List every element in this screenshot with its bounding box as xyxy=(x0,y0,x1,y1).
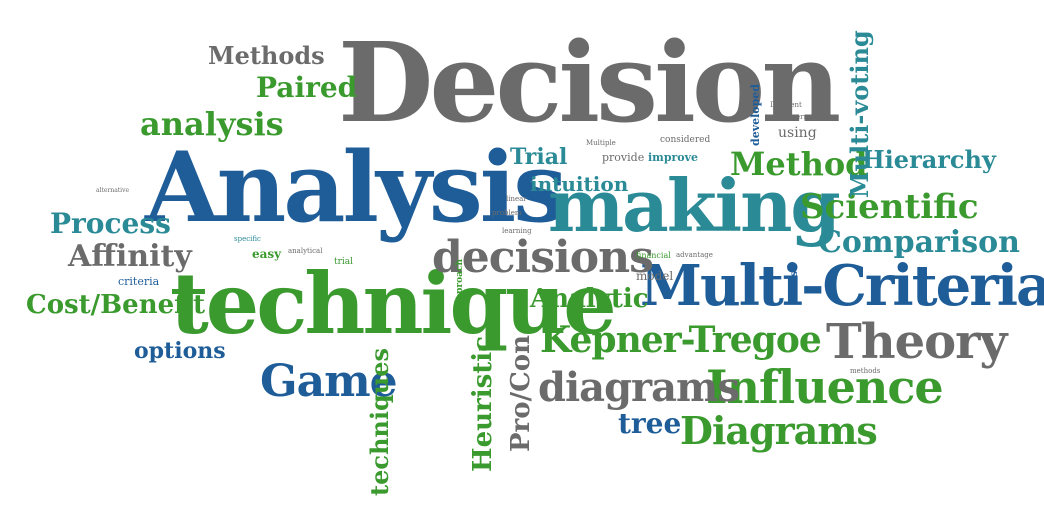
word-hierarchy: Hierarchy xyxy=(862,145,996,174)
word-multi-criteria: Multi-Criteria xyxy=(640,253,1044,319)
word-linear: linear xyxy=(506,195,527,203)
word-criteria: criteria xyxy=(118,275,160,288)
word-learning: learning xyxy=(502,227,532,235)
word-theory: Theory xyxy=(826,314,1007,370)
word-technique: technique xyxy=(170,254,617,353)
word-process: Process xyxy=(50,207,171,240)
word-different: Different xyxy=(770,101,802,109)
word-methods: Methods xyxy=(208,41,325,70)
word-alternative: alternative xyxy=(96,187,130,194)
word-scientific: Scientific xyxy=(800,187,979,227)
word-model: model xyxy=(636,269,674,283)
word-trial-small: trial xyxy=(334,257,354,267)
word-easy: easy xyxy=(252,247,282,261)
word-error: error xyxy=(796,113,815,121)
word-analysis-big: Analysis xyxy=(145,131,567,244)
word-affinity: Affinity xyxy=(68,239,192,274)
word-influence: Influence xyxy=(706,360,944,414)
word-making: making xyxy=(548,163,841,248)
word-diagrams-cap: Diagrams xyxy=(680,408,878,453)
word-paired: Paired xyxy=(256,71,358,104)
word-techniques: techniques xyxy=(365,348,394,496)
word-specific: specific xyxy=(234,235,261,243)
word-comparison: Comparison xyxy=(818,225,1020,260)
word-options: options xyxy=(134,338,226,364)
word-kepner-tregoe: Kepner-Tregoe xyxy=(540,319,822,361)
word-tree: tree xyxy=(618,407,682,440)
word-pro-con: Pro/Con xyxy=(506,334,536,452)
word-analytical: analytical xyxy=(288,247,323,255)
word-using: using xyxy=(778,125,817,141)
word-developed: developed xyxy=(749,84,762,146)
word-methods-small: methods xyxy=(850,367,881,375)
word-heuristic: Heuristic xyxy=(468,336,498,472)
word-provide: provide xyxy=(602,151,645,164)
word-method: Method xyxy=(730,145,868,183)
word-financial: financial xyxy=(636,251,671,260)
word-considered: considered xyxy=(660,135,711,145)
word-game: Game xyxy=(260,356,398,407)
word-improve: improve xyxy=(648,151,699,164)
word-analytic: Analytic xyxy=(530,284,649,314)
word-approach: approach xyxy=(455,258,465,306)
word-advantage: advantage xyxy=(676,251,713,259)
word-trial: Trial xyxy=(510,144,568,170)
word-multi-voting: Multi-voting xyxy=(845,30,874,198)
word-best: best xyxy=(789,266,800,290)
word-decisions: decisions xyxy=(432,232,654,283)
word-problem: problem xyxy=(492,209,522,217)
word-decision: Decision xyxy=(338,18,841,147)
word-cost-benefit: Cost/Benefit xyxy=(26,290,206,320)
word-multiple: Multiple xyxy=(586,139,616,147)
word-analysis-small: analysis xyxy=(140,105,284,143)
word-diagrams-mid: diagrams xyxy=(538,364,740,411)
word-intuition: intuition xyxy=(530,172,629,196)
